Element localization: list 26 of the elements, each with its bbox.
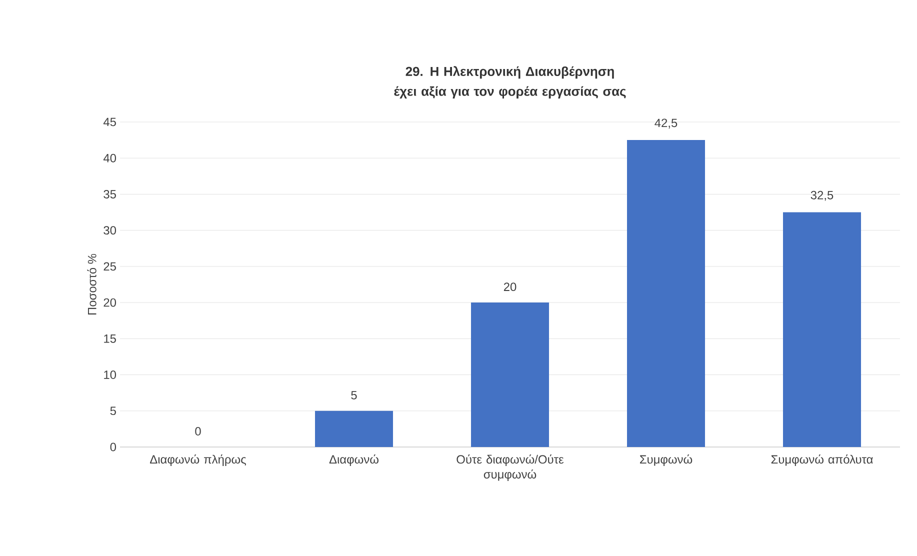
x-tick-label: Διαφωνώ	[329, 454, 378, 466]
y-tick-label: 35	[104, 190, 116, 198]
y-tick-label: 40	[103, 154, 116, 162]
data-label: 5	[351, 391, 357, 400]
data-label: 32,5	[810, 190, 834, 201]
bar	[783, 212, 862, 447]
y-tick-label: 0	[110, 442, 116, 452]
y-tick-label: 10	[104, 370, 116, 379]
y-tick-label: 25	[104, 262, 116, 271]
x-tick-label: Διαφωνώ πλήρως	[150, 454, 246, 466]
data-label: 0	[195, 427, 201, 436]
data-label: 20	[504, 282, 516, 292]
x-tick-label: Ούτε διαφωνώ/Ούτε συμφωνώ	[456, 454, 564, 481]
x-tick-label: Συμφωνώ απόλυτα	[771, 454, 873, 466]
y-tick-label: 20	[104, 298, 116, 307]
y-tick-label: 5	[110, 406, 116, 416]
y-axis-title: Ποσοστό %	[87, 254, 96, 315]
bar	[471, 302, 550, 447]
data-label: 42,5	[654, 118, 678, 129]
bar	[627, 140, 706, 447]
y-tick-label: 30	[104, 226, 116, 235]
x-tick-label: Συμφωνώ	[640, 454, 692, 466]
bar	[315, 410, 394, 447]
y-tick-label: 15	[104, 334, 116, 343]
y-tick-label: 45	[103, 118, 116, 126]
chart-title: 29. Η Ηλεκτρονική Διακυβέρνηση έχει αξία για τον φορέα εργασίας σας	[394, 66, 626, 98]
